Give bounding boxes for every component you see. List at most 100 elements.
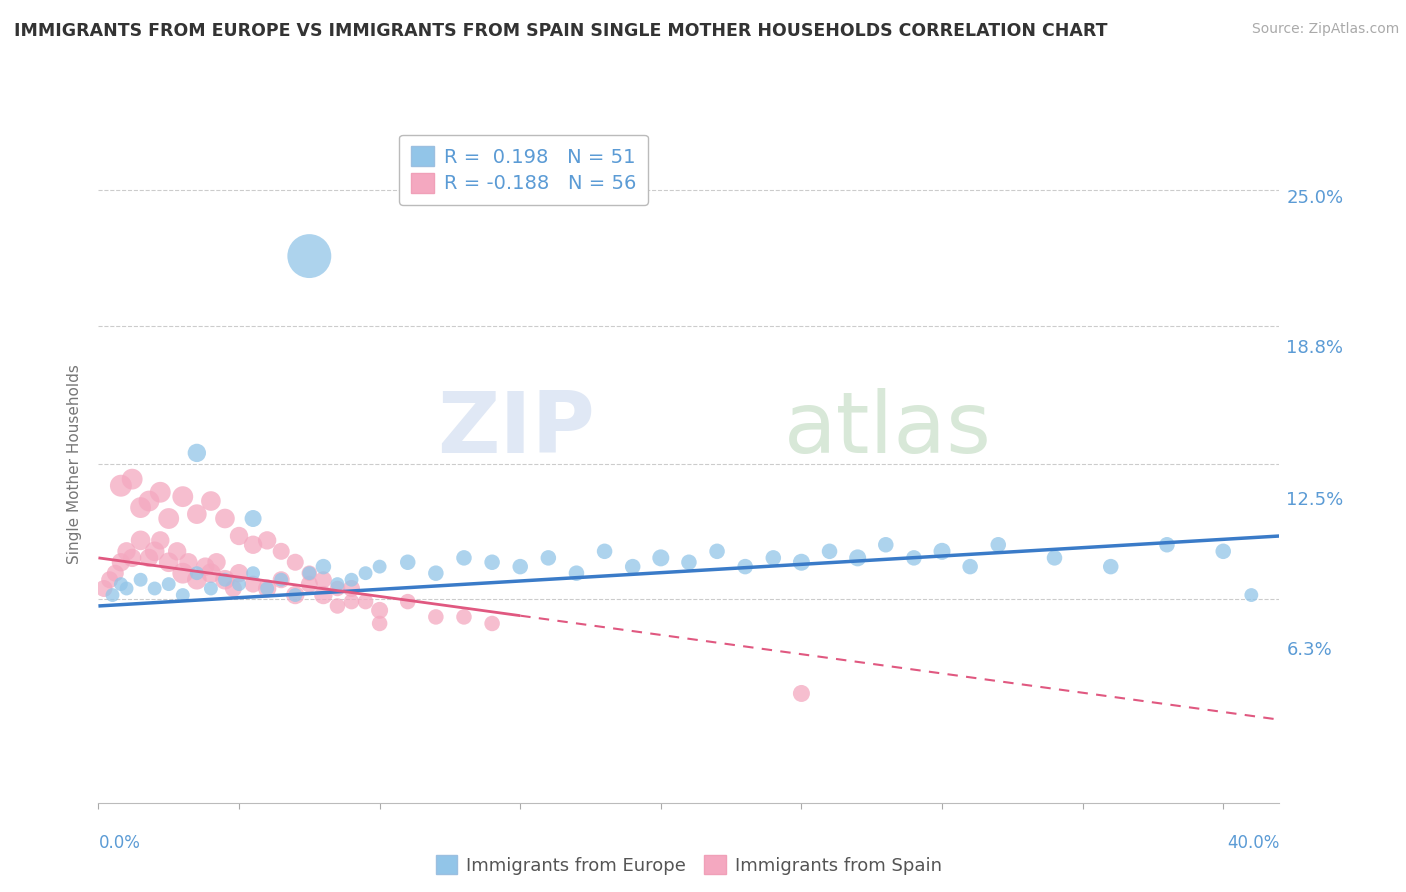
Point [172,566,194,581]
Point [93,582,115,596]
Point [214,511,236,525]
Point [157,555,180,569]
Point [138,494,160,508]
Point [194,559,217,574]
Point [129,573,152,587]
Point [396,594,419,608]
Point [172,588,194,602]
Point [200,566,222,581]
Point [340,573,363,587]
Point [298,249,321,263]
Point [987,538,1010,552]
Point [453,550,475,565]
Point [166,544,188,558]
Point [242,538,264,552]
Point [138,550,160,565]
Point [298,577,321,591]
Point [593,544,616,558]
Point [149,485,172,500]
Point [121,472,143,486]
Point [326,599,349,613]
Point [903,550,925,565]
Legend: Immigrants from Europe, Immigrants from Spain: Immigrants from Europe, Immigrants from … [429,848,949,882]
Text: atlas: atlas [783,388,991,472]
Point [368,603,391,617]
Point [762,550,785,565]
Point [110,577,132,591]
Text: IMMIGRANTS FROM EUROPE VS IMMIGRANTS FROM SPAIN SINGLE MOTHER HOUSEHOLDS CORRELA: IMMIGRANTS FROM EUROPE VS IMMIGRANTS FRO… [14,22,1108,40]
Point [228,566,250,581]
Point [706,544,728,558]
Point [621,559,644,574]
Text: 40.0%: 40.0% [1227,834,1279,852]
Point [650,550,672,565]
Text: 25.0%: 25.0% [1286,188,1344,207]
Point [200,494,222,508]
Point [222,582,245,596]
Point [818,544,841,558]
Point [298,566,321,581]
Point [284,588,307,602]
Point [186,573,208,587]
Text: 12.5%: 12.5% [1286,491,1344,509]
Point [425,610,447,624]
Point [177,555,200,569]
Point [1043,550,1066,565]
Point [214,573,236,587]
Point [481,616,503,631]
Point [425,566,447,581]
Text: ZIP: ZIP [437,388,595,472]
Point [340,594,363,608]
Point [1156,538,1178,552]
Point [1240,588,1263,602]
Point [270,573,292,587]
Point [270,573,292,587]
Point [228,529,250,543]
Point [121,550,143,565]
Point [298,566,321,581]
Text: 18.8%: 18.8% [1286,339,1344,357]
Point [143,544,166,558]
Point [186,507,208,521]
Point [368,559,391,574]
Point [157,511,180,525]
Point [284,555,307,569]
Point [340,582,363,596]
Point [157,577,180,591]
Point [565,566,588,581]
Point [256,582,278,596]
Point [790,686,813,700]
Point [110,479,132,493]
Point [186,446,208,460]
Point [1212,544,1234,558]
Point [312,573,335,587]
Text: 6.3%: 6.3% [1286,641,1333,659]
Point [110,555,132,569]
Point [312,588,335,602]
Point [734,559,756,574]
Point [205,555,228,569]
Point [214,573,236,587]
Point [115,544,138,558]
Point [453,610,475,624]
Point [396,555,419,569]
Point [312,559,335,574]
Point [98,573,121,587]
Point [509,559,531,574]
Point [537,550,560,565]
Point [481,555,503,569]
Text: Source: ZipAtlas.com: Source: ZipAtlas.com [1251,22,1399,37]
Point [228,577,250,591]
Point [1099,559,1122,574]
Point [172,490,194,504]
Point [270,544,292,558]
Point [678,555,700,569]
Point [875,538,897,552]
Point [326,582,349,596]
Point [354,566,377,581]
Text: 0.0%: 0.0% [98,834,141,852]
Point [129,500,152,515]
Point [256,582,278,596]
Point [242,577,264,591]
Point [242,511,264,525]
